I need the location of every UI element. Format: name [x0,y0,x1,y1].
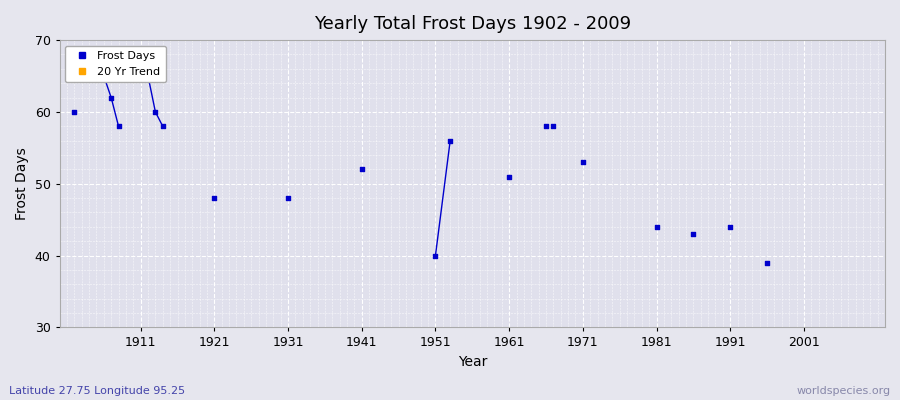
Point [68,109,82,115]
Point [443,138,457,144]
Title: Yearly Total Frost Days 1902 - 2009: Yearly Total Frost Days 1902 - 2009 [314,15,631,33]
Legend: Frost Days, 20 Yr Trend: Frost Days, 20 Yr Trend [65,46,166,82]
Point [148,109,163,115]
Point [686,231,700,237]
Point [112,123,126,130]
Point [355,166,369,172]
Point [96,73,111,79]
Point [649,224,663,230]
Y-axis label: Frost Days: Frost Days [15,147,29,220]
Point [539,123,554,130]
Point [428,252,443,259]
Point [281,195,295,201]
Text: worldspecies.org: worldspecies.org [796,386,891,396]
Point [104,94,119,101]
Text: Latitude 27.75 Longitude 95.25: Latitude 27.75 Longitude 95.25 [9,386,185,396]
Point [546,123,561,130]
Point [502,173,517,180]
Point [723,224,737,230]
Point [576,159,590,166]
X-axis label: Year: Year [457,355,487,369]
Point [140,73,155,79]
Point [207,195,221,201]
Point [760,260,774,266]
Point [156,123,170,130]
